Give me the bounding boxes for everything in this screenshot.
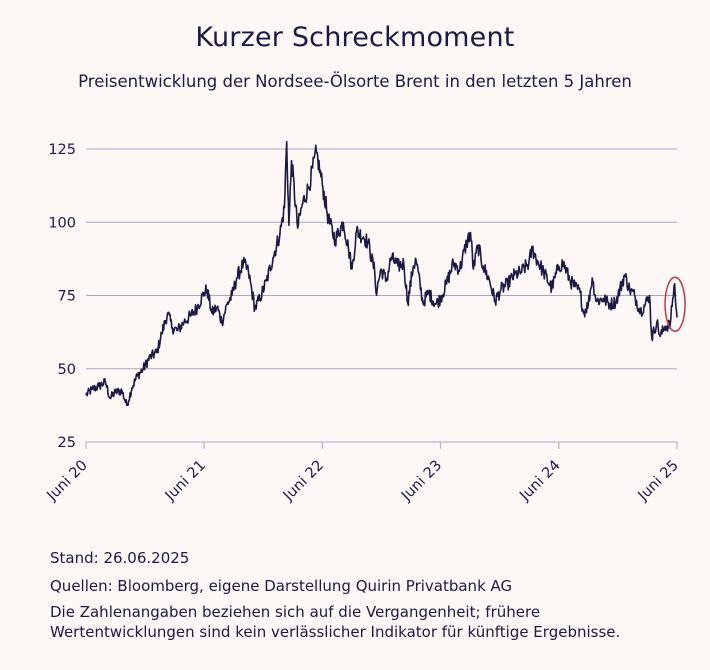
highlight-ellipse bbox=[664, 276, 686, 333]
y-tick-label: 75 bbox=[58, 289, 76, 305]
y-tick-label: 50 bbox=[58, 362, 76, 378]
x-tick-label: Juni 22 bbox=[280, 458, 327, 505]
y-tick-label: 25 bbox=[58, 435, 76, 451]
x-tick-label: Juni 24 bbox=[516, 458, 563, 505]
series-layer bbox=[85, 140, 678, 407]
y-tick-label: 100 bbox=[48, 215, 76, 231]
x-tick-label: Juni 25 bbox=[635, 458, 682, 505]
x-axis-ticks: Juni 20 Juni 21 Juni 22 Juni 23 Juni 24 Juni … bbox=[44, 442, 682, 505]
disclaimer-note: Die Zahlenangaben beziehen sich auf die … bbox=[50, 603, 621, 641]
price-line bbox=[85, 140, 678, 407]
grid-layer bbox=[86, 148, 677, 443]
y-tick-label: 125 bbox=[48, 142, 76, 158]
highlight-layer bbox=[664, 276, 686, 333]
sources-note: Quellen: Bloomberg, eigene Darstellung Q… bbox=[50, 577, 513, 595]
chart-title: Kurzer Schreckmoment bbox=[195, 22, 515, 53]
y-axis-ticks: 25 50 75 100 125 bbox=[48, 142, 76, 451]
x-tick-label: Juni 21 bbox=[162, 458, 209, 505]
stand-date: Stand: 26.06.2025 bbox=[50, 549, 190, 567]
x-tick-label: Juni 23 bbox=[398, 458, 445, 505]
x-tick-label: Juni 20 bbox=[44, 458, 91, 505]
chart-subtitle: Preisentwicklung der Nordsee-Ölsorte Bre… bbox=[78, 72, 632, 91]
